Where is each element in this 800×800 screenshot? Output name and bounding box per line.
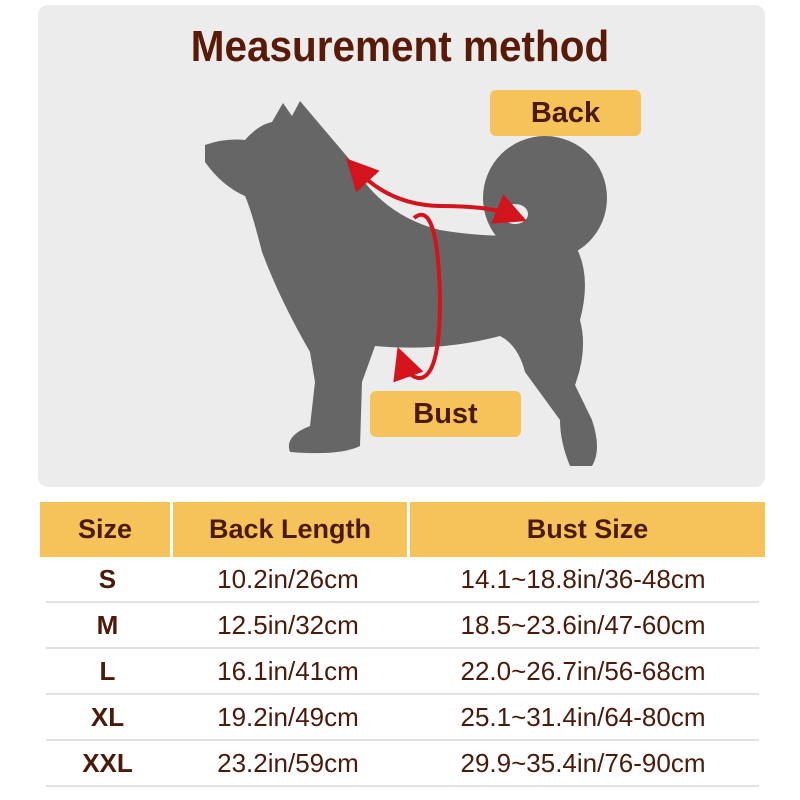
- page-title: Measurement method: [190, 22, 610, 71]
- back-length-cell: 12.5in/32cm: [217, 609, 359, 640]
- table-row: XL 19.2in/49cm 25.1~31.4in/64-80cm: [46, 695, 759, 741]
- table-row: XXL 23.2in/59cm 29.9~35.4in/76-90cm: [46, 741, 759, 787]
- back-length-cell: 23.2in/59cm: [217, 747, 359, 778]
- header-size: Size: [40, 502, 170, 557]
- size-cell: L: [99, 655, 116, 686]
- header-back-length: Back Length: [173, 502, 407, 557]
- size-cell: XXL: [82, 747, 133, 778]
- table-header: Size Back Length Bust Size: [40, 502, 765, 557]
- back-length-cell: 19.2in/49cm: [217, 701, 359, 732]
- table-row: S 10.2in/26cm 14.1~18.8in/36-48cm: [46, 557, 759, 603]
- bust-size-cell: 14.1~18.8in/36-48cm: [460, 563, 706, 594]
- size-cell: M: [96, 609, 119, 640]
- back-label: Back: [490, 90, 641, 136]
- size-cell: S: [98, 563, 117, 594]
- bust-label: Bust: [370, 391, 521, 437]
- size-cell: XL: [90, 701, 125, 732]
- bust-size-cell: 18.5~23.6in/47-60cm: [460, 609, 706, 640]
- bust-arrow: [393, 212, 443, 383]
- table-row: M 12.5in/32cm 18.5~23.6in/47-60cm: [46, 603, 759, 649]
- table-row: L 16.1in/41cm 22.0~26.7in/56-68cm: [46, 649, 759, 695]
- header-bust-size: Bust Size: [410, 502, 765, 557]
- back-length-arrow: [346, 158, 527, 224]
- back-length-cell: 16.1in/41cm: [217, 655, 359, 686]
- bust-size-cell: 29.9~35.4in/76-90cm: [460, 747, 706, 778]
- bust-size-cell: 25.1~31.4in/64-80cm: [460, 701, 706, 732]
- size-table: Size Back Length Bust Size S 10.2in/26cm 1…: [40, 502, 765, 787]
- bust-size-cell: 22.0~26.7in/56-68cm: [460, 655, 706, 686]
- back-length-cell: 10.2in/26cm: [217, 563, 359, 594]
